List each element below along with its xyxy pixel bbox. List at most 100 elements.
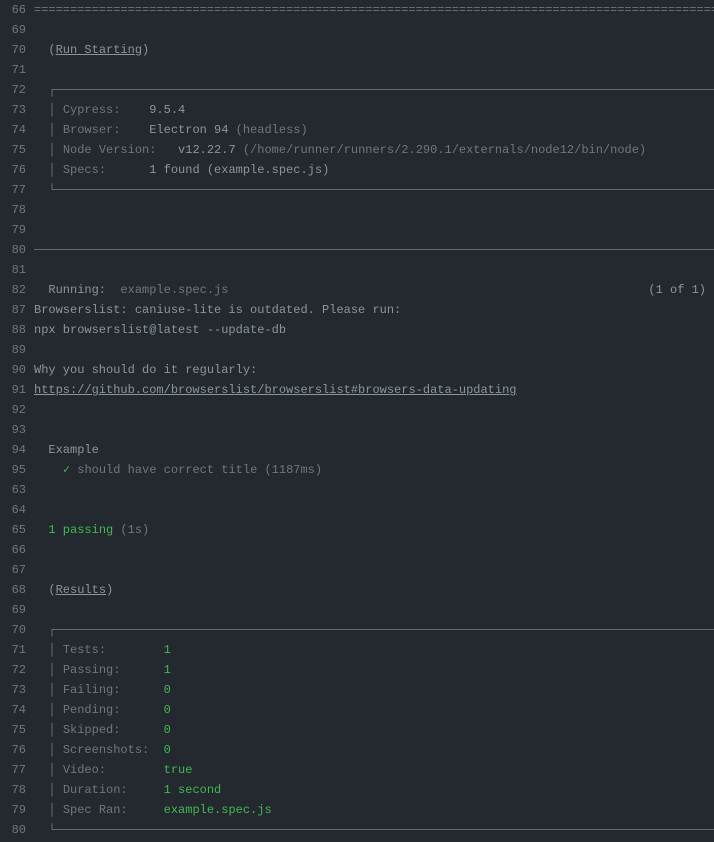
log-line: 77 │ Video: true │ (0, 760, 714, 780)
text-segment: npx browserslist@latest --update-db (34, 323, 286, 337)
line-content (34, 60, 714, 80)
line-number: 66 (0, 540, 34, 560)
text-segment: Specs: (63, 163, 149, 177)
text-segment: ✓ (63, 463, 70, 477)
text-segment: Tests: (63, 643, 164, 657)
log-line: 69 (0, 20, 714, 40)
line-number: 91 (0, 380, 34, 400)
text-segment: │ (171, 643, 714, 657)
line-content: │ Skipped: 0 │ (34, 720, 714, 740)
text-segment: (1s) (113, 523, 149, 537)
log-line: 82(1 of 1) Running: example.spec.js (0, 280, 714, 300)
log-line: 74 │ Pending: 0 │ (0, 700, 714, 720)
log-line: 87Browserslist: caniuse-lite is outdated… (0, 300, 714, 320)
line-content: ────────────────────────────────────────… (34, 240, 714, 260)
line-content (34, 400, 714, 420)
line-number: 95 (0, 460, 34, 480)
line-content: ┌───────────────────────────────────────… (34, 80, 714, 100)
line-content (34, 220, 714, 240)
log-line: 78 (0, 200, 714, 220)
line-content: Why you should do it regularly: (34, 360, 714, 380)
text-segment: 0 (164, 683, 171, 697)
log-line: 80──────────────────────────────────────… (0, 240, 714, 260)
line-content: │ Screenshots: 0 │ (34, 740, 714, 760)
log-line: 72 ┌────────────────────────────────────… (0, 80, 714, 100)
text-segment: Passing: (63, 663, 164, 677)
text-segment: Browserslist: caniuse-lite is outdated. … (34, 303, 401, 317)
text-segment: │ (34, 163, 63, 177)
text-segment: example.spec.js (106, 283, 228, 297)
text-segment: └───────────────────────────────────────… (34, 823, 714, 837)
text-segment: ========================================… (34, 3, 714, 17)
line-number: 71 (0, 640, 34, 660)
text-segment: │ (34, 763, 63, 777)
log-line: 92 (0, 400, 714, 420)
log-line: 74 │ Browser: Electron 94 (headless) │ (0, 120, 714, 140)
line-number: 76 (0, 160, 34, 180)
line-content (34, 260, 714, 280)
log-line: 68 (Results) (0, 580, 714, 600)
text-segment: Running: (34, 283, 106, 297)
text-segment: ────────────────────────────────────────… (34, 243, 714, 257)
log-line: 71 (0, 60, 714, 80)
text-segment: ┌───────────────────────────────────────… (34, 83, 714, 97)
line-content: │ Node Version: v12.22.7 (/home/runner/r… (34, 140, 714, 160)
text-segment: │ (34, 123, 63, 137)
line-number: 87 (0, 300, 34, 320)
text-segment: Cypress: (63, 103, 149, 117)
line-number: 63 (0, 480, 34, 500)
text-segment: │ (185, 103, 714, 117)
log-line: 73 │ Cypress: 9.5.4 │ (0, 100, 714, 120)
text-segment: Electron 94 (149, 123, 235, 137)
log-line: 75 │ Skipped: 0 │ (0, 720, 714, 740)
text-segment: │ (34, 743, 63, 757)
line-content: Browserslist: caniuse-lite is outdated. … (34, 300, 714, 320)
line-content: │ Specs: 1 found (example.spec.js) │ (34, 160, 714, 180)
line-number: 93 (0, 420, 34, 440)
line-content (34, 480, 714, 500)
text-segment: │ (221, 783, 714, 797)
line-content (34, 340, 714, 360)
line-content (34, 540, 714, 560)
log-line: 75 │ Node Version: v12.22.7 (/home/runne… (0, 140, 714, 160)
text-segment: │ (34, 703, 63, 717)
run-count: (1 of 1) (648, 280, 706, 300)
line-content: │ Duration: 1 second │ (34, 780, 714, 800)
line-content: ✓ should have correct title (1187ms) (34, 460, 714, 480)
text-segment: 1 (164, 643, 171, 657)
line-number: 66 (0, 0, 34, 20)
line-content: └───────────────────────────────────────… (34, 180, 714, 200)
line-number: 75 (0, 720, 34, 740)
line-number: 75 (0, 140, 34, 160)
line-number: 67 (0, 560, 34, 580)
log-line: 63 (0, 480, 714, 500)
text-segment: 9.5.4 (149, 103, 185, 117)
text-segment: Pending: (63, 703, 164, 717)
line-content (34, 600, 714, 620)
text-segment: true (164, 763, 193, 777)
log-line: 89 (0, 340, 714, 360)
text-segment: ( (34, 43, 56, 57)
text-segment: │ (34, 783, 63, 797)
text-segment: │ (171, 743, 714, 757)
line-number: 70 (0, 40, 34, 60)
text-segment: v12.22.7 (156, 143, 242, 157)
line-content: (1 of 1) Running: example.spec.js (34, 280, 714, 300)
text-segment: │ (34, 683, 63, 697)
text-segment: https://github.com/browserslist/browsers… (34, 383, 516, 397)
line-number: 65 (0, 520, 34, 540)
text-segment: │ (34, 663, 63, 677)
line-number: 74 (0, 700, 34, 720)
log-line: 73 │ Failing: 0 │ (0, 680, 714, 700)
text-segment: │ (34, 643, 63, 657)
log-line: 69 (0, 600, 714, 620)
line-content: │ Browser: Electron 94 (headless) │ (34, 120, 714, 140)
log-line: 70 (Run Starting) (0, 40, 714, 60)
log-line: 88npx browserslist@latest --update-db (0, 320, 714, 340)
log-line: 66======================================… (0, 0, 714, 20)
log-line: 70 ┌────────────────────────────────────… (0, 620, 714, 640)
line-number: 88 (0, 320, 34, 340)
text-segment: Run Starting (56, 43, 142, 57)
log-output: 66======================================… (0, 0, 714, 840)
line-content: https://github.com/browserslist/browsers… (34, 380, 714, 400)
